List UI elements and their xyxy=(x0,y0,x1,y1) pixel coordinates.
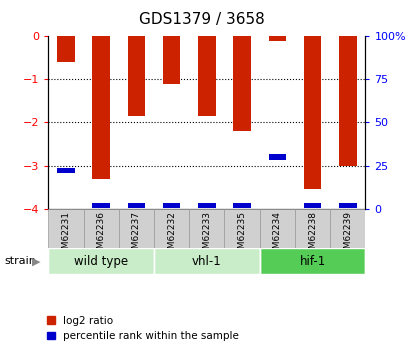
Bar xyxy=(92,36,110,179)
Bar xyxy=(128,36,145,116)
Text: GSM62235: GSM62235 xyxy=(238,211,247,260)
Bar xyxy=(163,36,181,83)
Text: GSM62239: GSM62239 xyxy=(343,211,352,260)
Bar xyxy=(57,36,75,62)
Legend: log2 ratio, percentile rank within the sample: log2 ratio, percentile rank within the s… xyxy=(47,316,239,341)
Text: GSM62234: GSM62234 xyxy=(273,211,282,259)
Bar xyxy=(233,203,251,208)
Bar xyxy=(339,203,357,208)
Bar xyxy=(154,248,260,274)
Bar xyxy=(84,209,119,248)
Text: strain: strain xyxy=(4,256,36,266)
Bar xyxy=(57,168,75,173)
Text: ▶: ▶ xyxy=(32,256,40,266)
Bar xyxy=(339,36,357,166)
Text: GDS1379 / 3658: GDS1379 / 3658 xyxy=(139,12,265,27)
Bar xyxy=(48,209,84,248)
Bar xyxy=(198,203,215,208)
Bar xyxy=(260,209,295,248)
Bar xyxy=(119,209,154,248)
Bar xyxy=(304,203,321,208)
Text: GSM62233: GSM62233 xyxy=(202,211,211,260)
Bar xyxy=(224,209,260,248)
Bar xyxy=(48,248,154,274)
Bar xyxy=(92,203,110,208)
Bar xyxy=(128,203,145,208)
Text: GSM62236: GSM62236 xyxy=(97,211,106,260)
Bar xyxy=(260,248,365,274)
Text: GSM62237: GSM62237 xyxy=(132,211,141,260)
Text: GSM62231: GSM62231 xyxy=(61,211,71,260)
Bar xyxy=(304,36,321,189)
Bar xyxy=(330,209,365,248)
Text: vhl-1: vhl-1 xyxy=(192,255,222,268)
Text: GSM62232: GSM62232 xyxy=(167,211,176,259)
Bar xyxy=(233,36,251,131)
Bar xyxy=(268,155,286,159)
Bar xyxy=(154,209,189,248)
Text: GSM62238: GSM62238 xyxy=(308,211,317,260)
Bar xyxy=(189,209,224,248)
Bar xyxy=(268,36,286,40)
Text: hif-1: hif-1 xyxy=(299,255,326,268)
Bar xyxy=(198,36,215,116)
Bar xyxy=(163,203,181,208)
Text: wild type: wild type xyxy=(74,255,128,268)
Bar xyxy=(295,209,330,248)
